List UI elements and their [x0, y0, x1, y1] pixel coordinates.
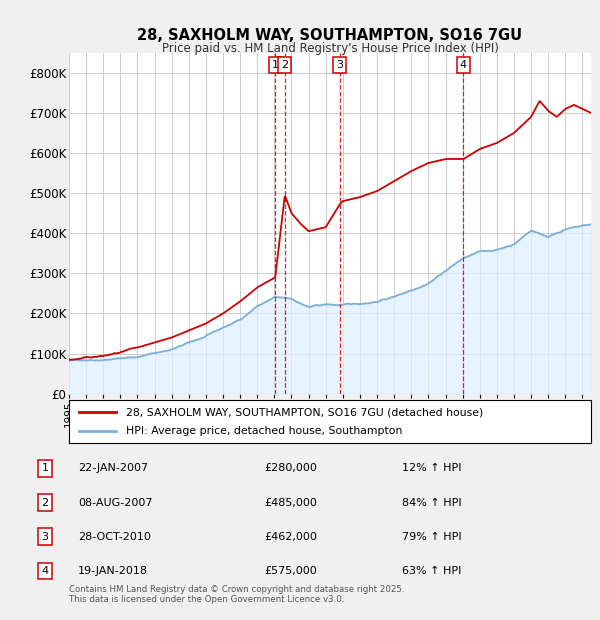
Text: 28, SAXHOLM WAY, SOUTHAMPTON, SO16 7GU: 28, SAXHOLM WAY, SOUTHAMPTON, SO16 7GU: [137, 28, 523, 43]
Text: HPI: Average price, detached house, Southampton: HPI: Average price, detached house, Sout…: [127, 426, 403, 436]
Text: £485,000: £485,000: [264, 497, 317, 508]
Text: 79% ↑ HPI: 79% ↑ HPI: [402, 531, 461, 542]
Text: £462,000: £462,000: [264, 531, 317, 542]
Text: 4: 4: [41, 565, 49, 576]
Text: 1: 1: [41, 463, 49, 474]
Text: Price paid vs. HM Land Registry's House Price Index (HPI): Price paid vs. HM Land Registry's House …: [161, 42, 499, 55]
Text: 08-AUG-2007: 08-AUG-2007: [78, 497, 152, 508]
Text: 63% ↑ HPI: 63% ↑ HPI: [402, 565, 461, 576]
Text: 2: 2: [281, 60, 289, 69]
Text: 1: 1: [272, 60, 279, 69]
Text: 28-OCT-2010: 28-OCT-2010: [78, 531, 151, 542]
Text: 3: 3: [41, 531, 49, 542]
Text: 84% ↑ HPI: 84% ↑ HPI: [402, 497, 461, 508]
Text: 3: 3: [336, 60, 343, 69]
Text: £280,000: £280,000: [264, 463, 317, 474]
Text: 28, SAXHOLM WAY, SOUTHAMPTON, SO16 7GU (detached house): 28, SAXHOLM WAY, SOUTHAMPTON, SO16 7GU (…: [127, 407, 484, 417]
Text: 2: 2: [41, 497, 49, 508]
Text: 12% ↑ HPI: 12% ↑ HPI: [402, 463, 461, 474]
Text: 4: 4: [460, 60, 467, 69]
Text: £575,000: £575,000: [264, 565, 317, 576]
Text: 22-JAN-2007: 22-JAN-2007: [78, 463, 148, 474]
Text: 19-JAN-2018: 19-JAN-2018: [78, 565, 148, 576]
Text: Contains HM Land Registry data © Crown copyright and database right 2025.
This d: Contains HM Land Registry data © Crown c…: [69, 585, 404, 604]
